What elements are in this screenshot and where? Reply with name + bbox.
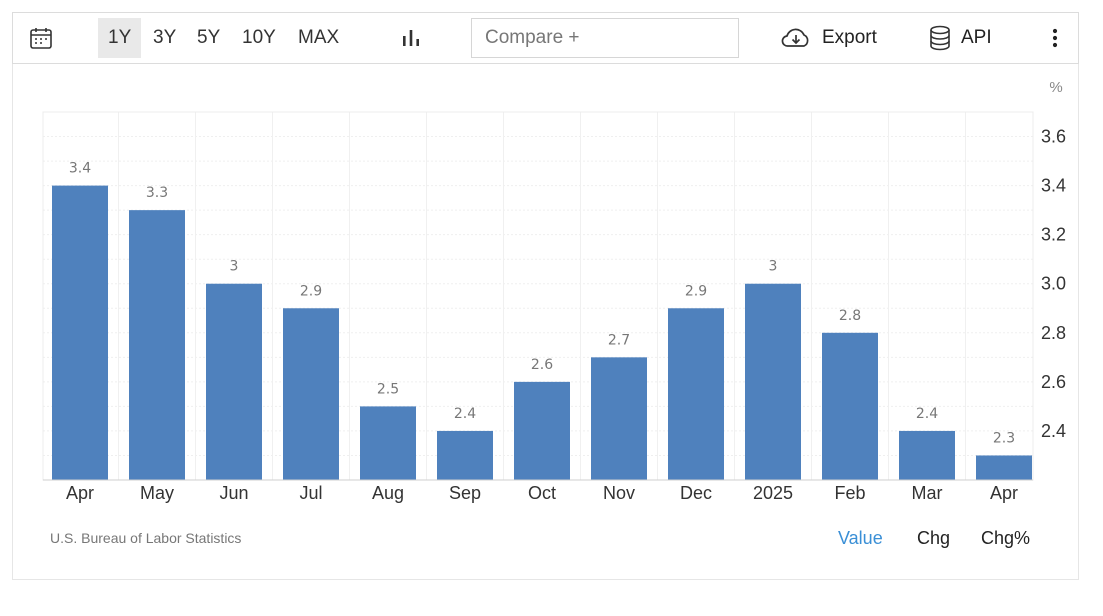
x-tick-label: Apr — [66, 483, 94, 503]
bar[interactable] — [745, 283, 801, 480]
tab-chg-percent[interactable]: Chg% — [981, 528, 1031, 548]
bar[interactable] — [437, 430, 493, 480]
bar[interactable] — [52, 185, 108, 480]
bar[interactable] — [360, 406, 416, 480]
compare-input[interactable]: Compare + — [471, 18, 739, 58]
x-tick-label: Oct — [528, 483, 556, 503]
x-axis-ticks: Apr May Jun Jul Aug Sep Oct Nov Dec 2025 Feb Mar Apr — [43, 479, 1033, 503]
api-label: API — [961, 27, 992, 48]
bar[interactable] — [899, 430, 955, 480]
range-10y-button[interactable]: 10Y — [242, 27, 276, 48]
y-tick-label: 3.4 — [1041, 176, 1066, 196]
cloud-download-icon — [781, 28, 809, 47]
bar[interactable] — [283, 308, 339, 480]
data-label: 3 — [230, 259, 239, 275]
chart-toolbar: 1Y 3Y 5Y 10Y MAX Compare + Export API — [12, 12, 1079, 64]
tab-value[interactable]: Value — [838, 528, 883, 548]
range-5y-button[interactable]: 5Y — [197, 27, 221, 48]
bar[interactable] — [591, 357, 647, 480]
range-3y-button[interactable]: 3Y — [153, 27, 177, 48]
x-tick-label: Sep — [449, 483, 481, 503]
y-axis-ticks: 2.4 2.6 2.8 3.0 3.2 3.4 3.6 — [1041, 127, 1066, 441]
bar[interactable] — [514, 381, 570, 480]
data-label: 2.8 — [839, 308, 861, 324]
export-button[interactable]: Export — [780, 13, 877, 63]
data-label: 2.7 — [608, 332, 630, 348]
calendar-icon[interactable] — [29, 13, 53, 63]
data-label: 2.4 — [916, 406, 938, 422]
bar[interactable] — [976, 455, 1032, 480]
chart-bars — [52, 185, 1032, 480]
x-tick-label: 2025 — [753, 483, 793, 503]
chart-data-labels: 3.4 3.3 3 2.9 2.5 2.4 2.6 2.7 2.9 3 2.8 2.4 2.3 — [69, 161, 1015, 447]
data-label: 2.3 — [993, 430, 1015, 446]
api-button[interactable]: API — [929, 13, 992, 63]
range-1y-button[interactable]: 1Y — [98, 18, 142, 58]
y-tick-label: 2.6 — [1041, 372, 1066, 392]
tab-chg[interactable]: Chg — [917, 528, 951, 548]
y-tick-label: 3.2 — [1041, 225, 1066, 245]
data-label: 2.4 — [454, 406, 476, 422]
bar[interactable] — [129, 210, 185, 480]
x-tick-label: Jul — [299, 483, 322, 503]
x-tick-label: Apr — [990, 483, 1018, 503]
data-label: 3.4 — [69, 161, 91, 177]
y-tick-label: 2.4 — [1041, 421, 1066, 441]
x-tick-label: Nov — [603, 483, 635, 503]
bar[interactable] — [206, 283, 262, 480]
x-tick-label: Dec — [680, 483, 712, 503]
y-tick-label: 3.0 — [1041, 274, 1066, 294]
data-label: 3.3 — [146, 185, 168, 201]
bar-chart-icon[interactable] — [401, 13, 421, 63]
x-tick-label: Jun — [219, 483, 248, 503]
range-max-button[interactable]: MAX — [298, 27, 340, 48]
x-tick-label: May — [140, 483, 174, 503]
database-icon — [930, 25, 950, 51]
data-label: 2.9 — [300, 283, 322, 299]
x-tick-label: Feb — [834, 483, 865, 503]
y-tick-label: 3.6 — [1041, 127, 1066, 147]
kebab-menu-icon[interactable] — [1045, 13, 1065, 63]
bar[interactable] — [822, 332, 878, 480]
source-attribution: U.S. Bureau of Labor Statistics — [50, 530, 242, 546]
data-label: 3 — [769, 259, 778, 275]
bar[interactable] — [668, 308, 724, 480]
data-label: 2.6 — [531, 357, 553, 373]
x-tick-label: Mar — [912, 483, 943, 503]
data-label: 2.9 — [685, 283, 707, 299]
x-tick-label: Aug — [372, 483, 404, 503]
y-tick-label: 2.8 — [1041, 323, 1066, 343]
export-label: Export — [822, 27, 877, 48]
y-axis-unit: % — [1049, 79, 1062, 96]
data-label: 2.5 — [377, 381, 399, 397]
